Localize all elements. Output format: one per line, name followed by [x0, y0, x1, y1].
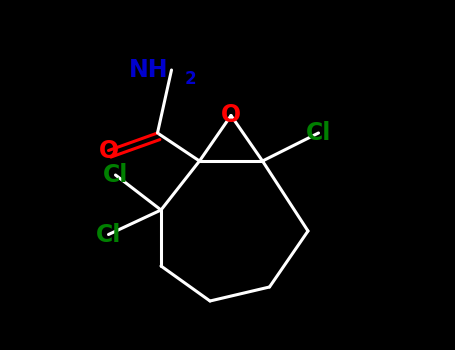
Text: O: O — [221, 104, 241, 127]
Text: NH: NH — [128, 58, 168, 82]
Text: Cl: Cl — [306, 121, 331, 145]
Text: O: O — [98, 139, 119, 162]
Text: Cl: Cl — [103, 163, 128, 187]
Text: Cl: Cl — [96, 223, 121, 246]
Text: 2: 2 — [185, 70, 197, 88]
